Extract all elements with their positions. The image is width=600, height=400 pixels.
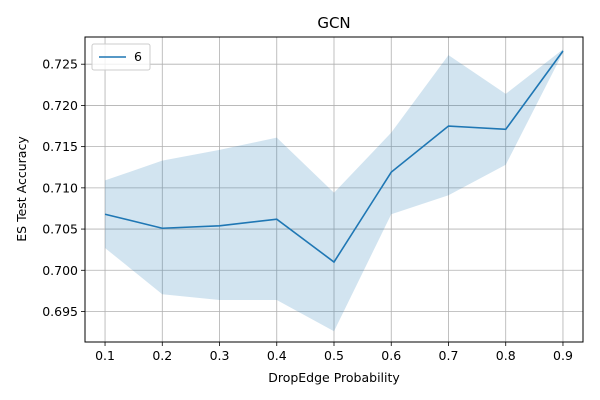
ticks: 0.1 0.2 0.3 0.4 0.5 0.6 0.7 0.8 0.9 0.695 0.700 0.7… xyxy=(42,57,573,363)
x-tick-label: 0.1 xyxy=(95,348,115,363)
y-tick-label: 0.700 xyxy=(42,263,78,278)
y-axis-label: ES Test Accuracy xyxy=(14,136,29,242)
y-tick-label: 0.695 xyxy=(42,304,78,319)
x-tick-label: 0.6 xyxy=(381,348,401,363)
x-tick-label: 0.5 xyxy=(324,348,344,363)
y-tick-label: 0.725 xyxy=(42,57,78,72)
x-tick-label: 0.8 xyxy=(496,348,516,363)
x-tick-label: 0.7 xyxy=(439,348,459,363)
x-tick-label: 0.4 xyxy=(267,348,287,363)
x-tick-label: 0.3 xyxy=(210,348,230,363)
legend-label: 6 xyxy=(134,49,142,64)
y-tick-label: 0.715 xyxy=(42,139,78,154)
confidence-band xyxy=(105,49,563,332)
x-tick-label: 0.9 xyxy=(553,348,573,363)
legend: 6 xyxy=(91,43,151,71)
series-line xyxy=(104,50,564,264)
chart-title: GCN xyxy=(317,14,350,32)
y-tick-label: 0.710 xyxy=(42,180,78,195)
y-tick-label: 0.720 xyxy=(42,98,78,113)
y-tick-label: 0.705 xyxy=(42,222,78,237)
x-tick-label: 0.2 xyxy=(152,348,172,363)
grid xyxy=(85,37,583,342)
x-axis-label: DropEdge Probability xyxy=(268,370,400,385)
